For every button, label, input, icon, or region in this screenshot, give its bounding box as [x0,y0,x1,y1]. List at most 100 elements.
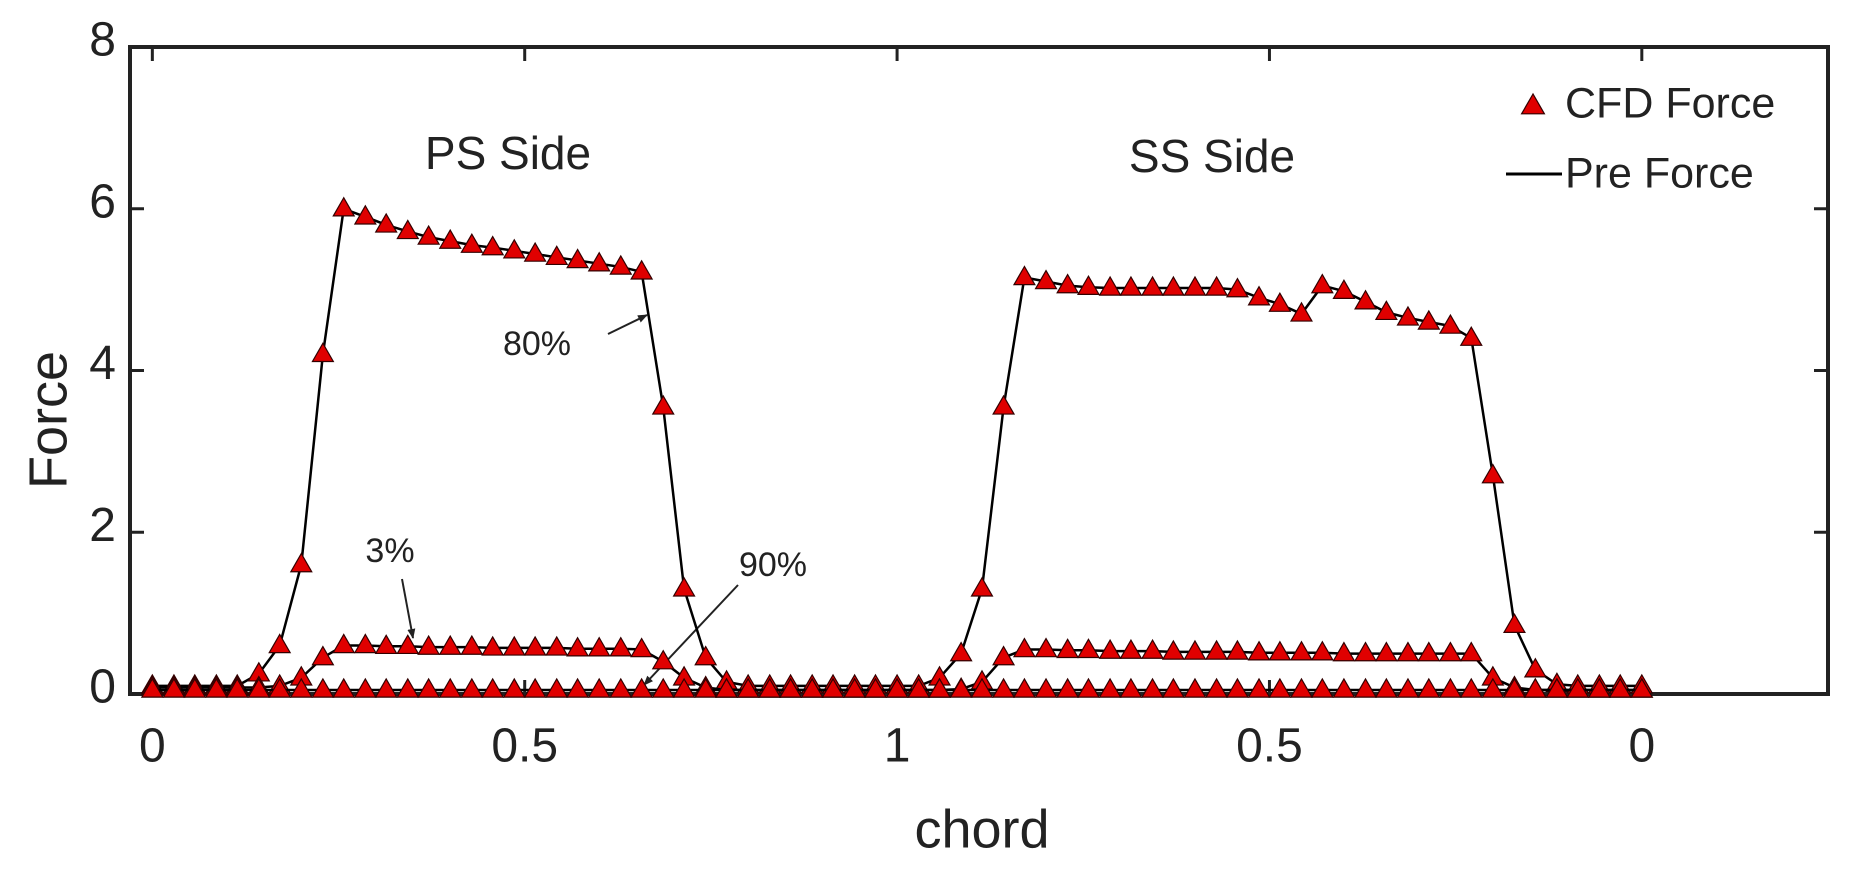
cfd-marker [396,677,420,698]
cfd-marker [970,576,994,597]
cfd-marker [268,633,292,654]
cfd-marker [1354,677,1378,698]
cfd-marker [843,677,867,698]
cfd-marker [1608,677,1632,698]
cfd-marker [162,677,186,698]
cfd-marker [183,677,207,698]
y-tick-label: 4 [89,337,116,390]
cfd-marker [1161,677,1185,698]
cfd-marker [694,645,718,666]
cfd-marker [1141,275,1165,296]
cfd-marker [481,635,505,656]
pre-force-line [152,207,1642,688]
cfd-marker [1630,677,1654,698]
x-tick-label: 0 [139,720,166,773]
x-tick-label: 0.5 [1236,720,1303,773]
cfd-marker [332,677,356,698]
cfd-marker [1268,640,1292,661]
cfd-marker [1268,291,1292,312]
cfd-marker [609,636,633,657]
x-axis-label: chord [914,799,1049,859]
cfd-marker [417,224,441,245]
cfd-marker [907,677,931,698]
cfd-marker [1225,677,1249,698]
cfd-marker [417,634,441,655]
cfd-marker [1076,274,1100,295]
cfd-marker [992,677,1016,698]
cfd-marker [438,634,462,655]
cfd-marker [374,212,398,233]
cfd-marker [545,635,569,656]
cfd-marker [1459,641,1483,662]
cfd-marker [1481,677,1505,698]
cfd-marker [1374,641,1398,662]
cfd-marker [1098,638,1122,659]
cfd-marker [1481,463,1505,484]
cfd-marker [715,677,739,698]
cfd-marker [821,677,845,698]
cfd-marker [1289,301,1313,322]
cfd-marker [1247,677,1271,698]
cfd-marker [353,633,377,654]
cfd-marker [1161,275,1185,296]
cfd-marker [1098,677,1122,698]
cfd-marker [1587,677,1611,698]
cfd-marker [353,204,377,225]
cfd-marker [204,677,228,698]
cfd-marker [311,342,335,363]
cfd-marker [1268,677,1292,698]
cfd-marker [566,677,590,698]
cfd-marker [1417,309,1441,330]
cfd-marker [651,677,675,698]
x-tick-label: 0.5 [491,720,558,773]
cfd-marker [1374,677,1398,698]
cfd-marker [609,677,633,698]
cfd-marker [1141,638,1165,659]
cfd-marker [332,196,356,217]
cfd-marker [1310,677,1334,698]
cfd-marker [1183,677,1207,698]
cfd-marker [928,677,952,698]
cfd-marker [651,394,675,415]
cfd-marker [800,677,824,698]
x-tick-label: 1 [884,720,911,773]
cfd-marker [1119,677,1143,698]
cfd-marker [1225,639,1249,660]
cfd-marker [949,677,973,698]
cfd-marker [1119,275,1143,296]
cfd-marker [1289,677,1313,698]
cfd-marker [1012,677,1036,698]
cfd-marker [396,219,420,240]
cfd-marker [1205,275,1229,296]
cfd-marker [289,552,313,573]
arrow [607,314,648,335]
cfd-marker [970,677,994,698]
cfd-marker [396,634,420,655]
cfd-marker [1012,637,1036,658]
cfd-marker [311,677,335,698]
cfd-marker [1396,305,1420,326]
cfd-marker [736,677,760,698]
arrow [401,578,416,639]
cfd-marker [651,649,675,670]
cfd-marker [992,394,1016,415]
cfd-marker [1012,265,1036,286]
cfd-marker [1354,641,1378,662]
cfd-marker [523,241,547,262]
cfd-marker [311,645,335,666]
cfd-marker [1076,638,1100,659]
cfd-marker [630,637,654,658]
cfd-marker [374,634,398,655]
cfd-marker [1247,640,1271,661]
y-axis-label: Force [18,351,78,489]
cfd-marker [545,245,569,266]
cfd-marker [1119,638,1143,659]
cfd-marker [1056,677,1080,698]
cfd-marker [502,677,526,698]
cfd-marker [502,635,526,656]
y-tick-label: 2 [89,499,116,552]
annotation: SS Side [1129,130,1295,182]
cfd-marker [1523,657,1547,678]
cfd-marker [1438,677,1462,698]
